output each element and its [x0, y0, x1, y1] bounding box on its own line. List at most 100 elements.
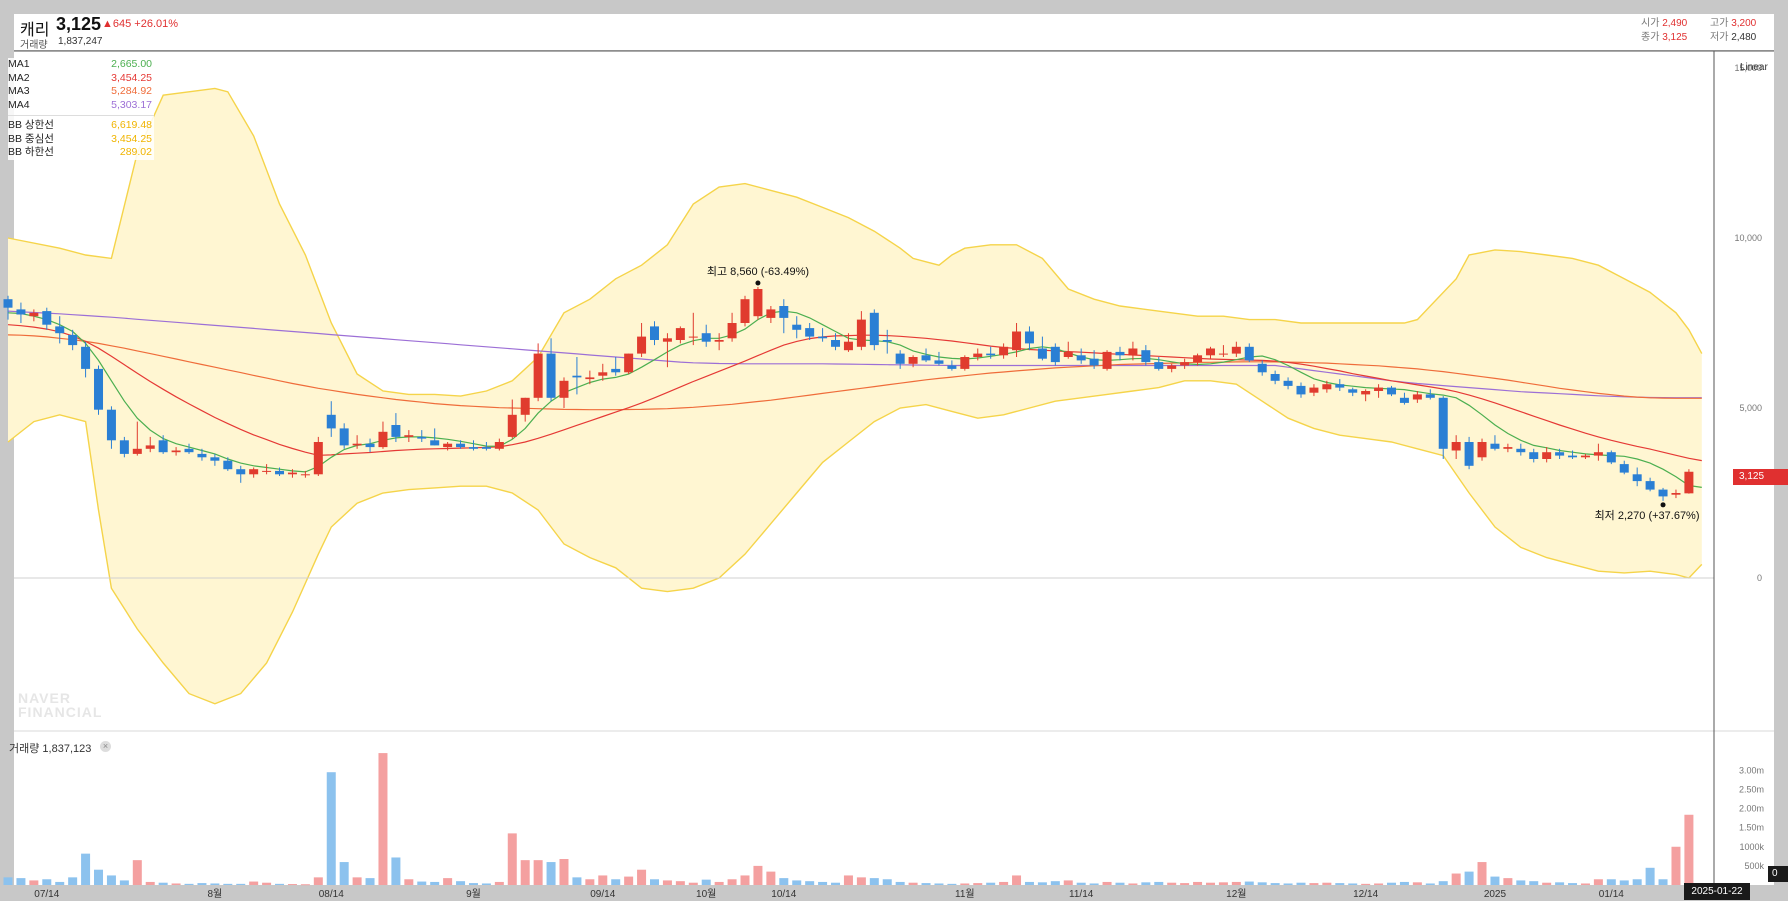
legend-item-ma2: MA2 3,454.25 [8, 72, 154, 86]
bollinger-band [7, 87, 1703, 705]
price-tick-label: 0 [1757, 573, 1762, 583]
candle-body [158, 440, 168, 453]
volume-bar [908, 882, 918, 885]
ma-line-ma1 [7, 310, 1702, 488]
volume-close-icon[interactable]: × [100, 741, 111, 752]
volume-bar [1412, 882, 1422, 885]
date-tick-label: 08/14 [319, 889, 344, 900]
candle-body [300, 474, 310, 476]
volume-bar [1335, 883, 1345, 885]
candle-body [262, 470, 272, 472]
volume-bar [779, 878, 789, 885]
volume-bar [1361, 883, 1371, 885]
volume-bar [339, 862, 349, 885]
legend-value: 3,454.25 [111, 71, 152, 84]
volume-bar [1580, 883, 1590, 885]
candle-body [249, 469, 259, 475]
volume-bar [843, 875, 853, 885]
volume-crosshair-tag: 0 [1768, 866, 1788, 882]
candle-body [430, 440, 440, 446]
volume-bar [714, 881, 724, 885]
candle-body [624, 353, 634, 373]
candle-body [326, 414, 336, 429]
candle-body [1257, 363, 1267, 373]
volume-bar [805, 881, 815, 885]
candle-body [1244, 346, 1254, 361]
volume-bar [1438, 881, 1448, 885]
open-price: 시가 2,490 [1641, 18, 1688, 29]
candle-body [1516, 448, 1526, 453]
volume-bar [1012, 875, 1022, 885]
candle-body [1309, 387, 1319, 393]
date-tick-label: 01/14 [1599, 889, 1624, 900]
candle-body [960, 357, 970, 369]
volume-bar [637, 869, 647, 885]
volume-bar [1555, 882, 1565, 885]
volume-bar [1451, 873, 1461, 885]
candle-body [1619, 464, 1629, 473]
candle-body [1322, 384, 1332, 390]
date-tick-label: 07/14 [34, 889, 59, 900]
candle-body [637, 336, 647, 354]
candle-body [727, 323, 737, 339]
price-tick-label: 15,000 [1734, 63, 1762, 73]
volume-bar [1283, 883, 1293, 885]
high-annotation: 최고 8,560 (-63.49%) [707, 265, 809, 278]
candle-body [1296, 385, 1306, 395]
volume-bar [1425, 883, 1435, 885]
candle-body [520, 397, 530, 415]
candle-body [1361, 391, 1371, 395]
volume-bar [934, 883, 944, 885]
volume-bar [352, 877, 362, 885]
volume-bar [1645, 867, 1655, 885]
volume-bar [1141, 882, 1151, 885]
volume-bar [236, 883, 246, 885]
volume-caption: 거래량 [20, 40, 48, 51]
chart-header: 캐리 3,125 ▲645 +26.01% 거래량 1,837,247 시가 2… [14, 14, 1774, 51]
volume-bar [818, 881, 828, 885]
volume-bar [287, 884, 297, 886]
candle-body [1542, 452, 1552, 459]
volume-bar [1399, 881, 1409, 885]
volume-bar [1167, 882, 1177, 885]
last-price-tag: 3,125 [1733, 469, 1788, 485]
volume-bar [650, 879, 659, 885]
volume-bar [1632, 879, 1642, 885]
legend-value: 5,303.17 [111, 98, 152, 111]
volume-bar [1244, 881, 1254, 885]
volume-bar [275, 883, 285, 885]
volume-bar [16, 878, 26, 885]
candle-body [740, 299, 750, 323]
volume-bar [262, 882, 272, 885]
legend-item-ma3: MA3 5,284.92 [8, 85, 154, 99]
volume-bar [223, 883, 233, 885]
volume-bar [132, 860, 142, 885]
volume-bar [300, 884, 310, 886]
candle-body [1115, 351, 1125, 356]
candle-body [365, 443, 375, 448]
candle-body [792, 324, 802, 330]
volume-bar [740, 875, 750, 885]
bollinger-fill [8, 88, 1702, 704]
legend-item-bb-0: BB 상한선 6,619.48 [8, 119, 154, 133]
scale-mode-selector[interactable]: Linear [1740, 62, 1768, 73]
candle-body [197, 453, 207, 458]
candle-body [856, 319, 866, 347]
legend-item-bb-1: BB 중심선 3,454.25 [8, 133, 154, 147]
candle-body [1490, 443, 1500, 449]
date-tick-label: 10/14 [771, 889, 796, 900]
candle-body [882, 340, 892, 342]
date-tick-label: 12/14 [1353, 889, 1378, 900]
volume-bar [313, 877, 323, 885]
crosshair-date-tag: 2025-01-22 [1684, 883, 1750, 900]
bollinger-upper-line [7, 87, 1703, 397]
volume-bar [1606, 879, 1616, 885]
legend-name: BB 중심선 [8, 132, 54, 145]
bollinger-lower-line [7, 380, 1703, 705]
date-axis: 07/14 8월 08/14 9월 09/14 10월 10/14 11월 11/14 12월 12… [34, 888, 1624, 900]
volume-bar [1154, 881, 1164, 885]
candle-body [1645, 481, 1655, 490]
candle-body [572, 375, 582, 378]
price-tick-label: 10,000 [1734, 233, 1762, 243]
